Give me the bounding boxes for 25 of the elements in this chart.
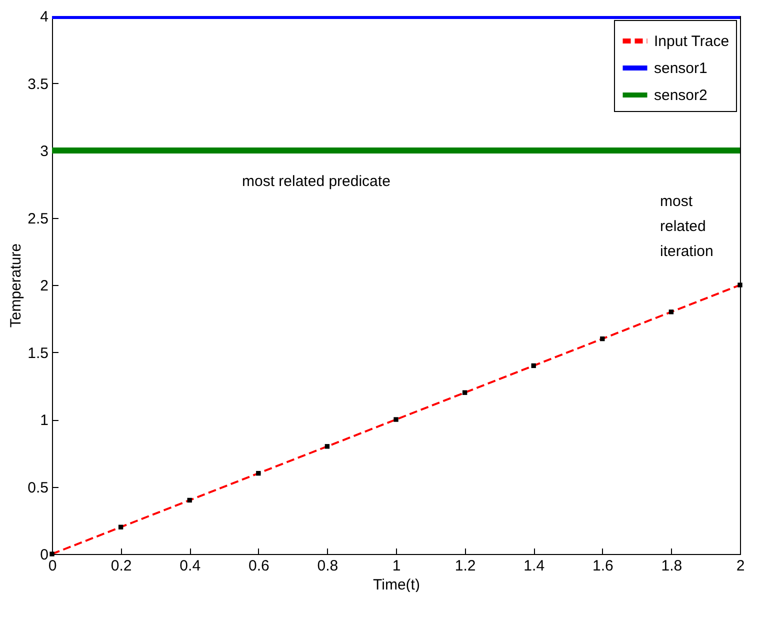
- x-tick-label: 1: [392, 558, 401, 574]
- y-tick-label: 3: [40, 143, 48, 160]
- x-tick-label: 1.8: [661, 558, 682, 574]
- annotation: most related iteration: [660, 193, 714, 260]
- annotation: most related predicate: [242, 173, 390, 190]
- y-axis-title: Temperature: [8, 243, 25, 328]
- x-tick-label: 1.2: [454, 558, 476, 574]
- legend-label: sensor1: [654, 60, 708, 77]
- y-tick-label: 1.5: [28, 344, 48, 362]
- x-tick-label: 1.6: [592, 558, 614, 574]
- x-tick-label: 0.6: [248, 558, 270, 574]
- y-tick-label: 3.5: [28, 76, 48, 93]
- x-tick-label: 0.8: [317, 558, 338, 574]
- y-tick-label: 1: [40, 412, 48, 429]
- legend-label: sensor2: [654, 87, 708, 104]
- y-tick-label: 2: [40, 278, 48, 294]
- y-tick-label: 0: [40, 546, 48, 564]
- y-tick-label: 2.5: [28, 210, 48, 228]
- y-tick-label: 4: [40, 8, 48, 26]
- x-tick-label: 0.4: [180, 558, 201, 574]
- x-tick-label: 0.2: [110, 558, 132, 574]
- legend-label: Input Trace: [654, 33, 730, 50]
- x-tick-label: 2: [736, 558, 745, 574]
- x-tick-label: 1.4: [524, 558, 545, 574]
- y-tick-label: 0.5: [28, 479, 48, 496]
